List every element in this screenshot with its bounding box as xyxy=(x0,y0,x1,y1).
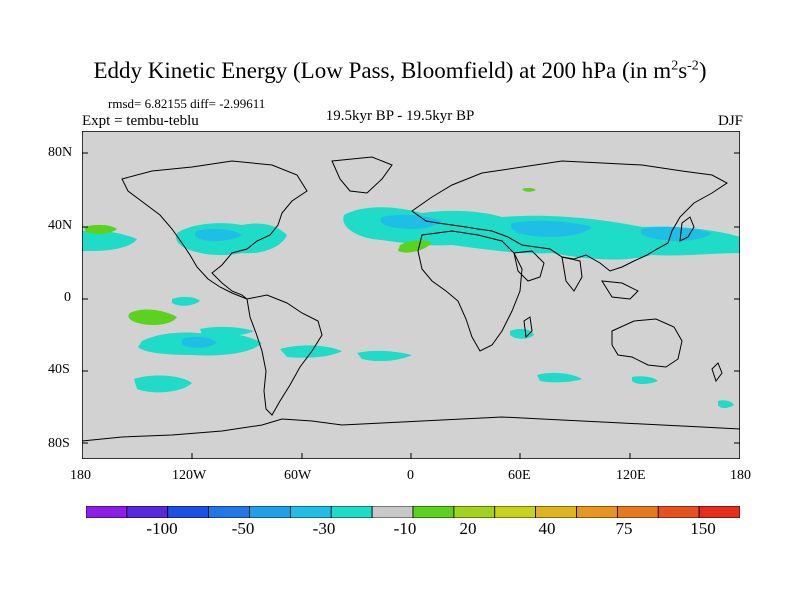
lon-label-180e: 180 xyxy=(730,468,751,483)
colorbar-swatch xyxy=(657,506,700,518)
colorbar-swatch xyxy=(167,506,210,518)
anomaly-south-pacific-east xyxy=(200,326,254,337)
anomaly-southern-indian xyxy=(537,372,582,383)
colorbar-swatch xyxy=(208,506,250,518)
map-title: Eddy Kinetic Energy (Low Pass, Bloomfiel… xyxy=(93,58,707,83)
colorbar-label: -10 xyxy=(393,519,417,538)
anomaly-south-pacific-small xyxy=(172,296,200,306)
lon-label-60e: 60E xyxy=(508,468,531,483)
lat-label-80s: 80S xyxy=(48,436,70,451)
anomaly-positive-south-pacific xyxy=(128,309,177,325)
anomaly-east-asia-core xyxy=(640,226,712,241)
colorbar-label: 150 xyxy=(690,519,716,538)
colorbar-swatch xyxy=(249,506,291,518)
colorbar-swatch xyxy=(126,506,169,518)
anomaly-southern-indian-west xyxy=(632,376,658,384)
colorbar-swatch xyxy=(535,506,577,518)
anomaly-south-atlantic xyxy=(357,350,412,362)
anomaly-asia-core xyxy=(510,220,592,237)
anomaly-positive-north-africa xyxy=(398,240,432,253)
axis-ticks xyxy=(82,152,740,459)
lat-label-40s: 40S xyxy=(48,362,70,377)
anomaly-southern-ocean-east xyxy=(718,400,734,408)
lat-label-80n: 80N xyxy=(48,145,73,160)
anomaly-south-pacific-core xyxy=(182,336,217,348)
coastlines xyxy=(82,156,740,442)
experiment-label: Expt = tembu-teblu xyxy=(82,113,199,129)
anomaly-south-ocean-west xyxy=(134,375,192,393)
colorbar-label: 20 xyxy=(459,519,477,538)
colorbar xyxy=(86,506,740,518)
colorbar-swatch xyxy=(86,506,128,518)
anomaly-fields xyxy=(82,187,740,408)
colorbar-label: -50 xyxy=(231,519,255,538)
lon-label-120w: 120W xyxy=(172,468,207,483)
colorbar-swatch xyxy=(616,506,659,518)
anomaly-indian-ocean-small xyxy=(510,328,534,339)
lat-label-0: 0 xyxy=(64,290,71,305)
anomaly-atlantic-core xyxy=(380,214,442,229)
anomaly-west-pacific xyxy=(82,230,137,251)
colorbar-label: -30 xyxy=(312,519,336,538)
colorbar-swatch xyxy=(453,506,496,518)
colorbar-swatch xyxy=(330,506,373,518)
map-background xyxy=(82,131,740,459)
anomaly-positive-west-pacific xyxy=(84,224,117,234)
colorbar-label: 40 xyxy=(538,519,556,538)
colorbar-label: -100 xyxy=(146,519,178,538)
colorbar-swatch xyxy=(412,506,455,518)
stats-label: rmsd= 6.82155 diff= -2.99611 xyxy=(108,96,266,111)
world-map xyxy=(82,131,740,459)
anomaly-na-core xyxy=(195,228,242,242)
colorbar-swatch xyxy=(494,506,537,518)
colorbar-swatch xyxy=(576,506,618,518)
colorbar-label: 75 xyxy=(615,519,633,538)
lon-label-120e: 120E xyxy=(616,468,646,483)
anomaly-positive-arctic xyxy=(522,187,536,192)
lon-label-60w: 60W xyxy=(284,468,312,483)
colorbar-swatch xyxy=(698,506,740,518)
colorbar-swatch xyxy=(289,506,332,518)
lon-label-0: 0 xyxy=(407,468,414,483)
lon-label-180w: 180 xyxy=(70,468,91,483)
lat-label-40n: 40N xyxy=(48,218,73,233)
season-label: DJF xyxy=(717,113,743,129)
colorbar-swatch xyxy=(371,506,414,518)
comparison-label: 19.5kyr BP - 19.5kyr BP xyxy=(325,108,475,124)
